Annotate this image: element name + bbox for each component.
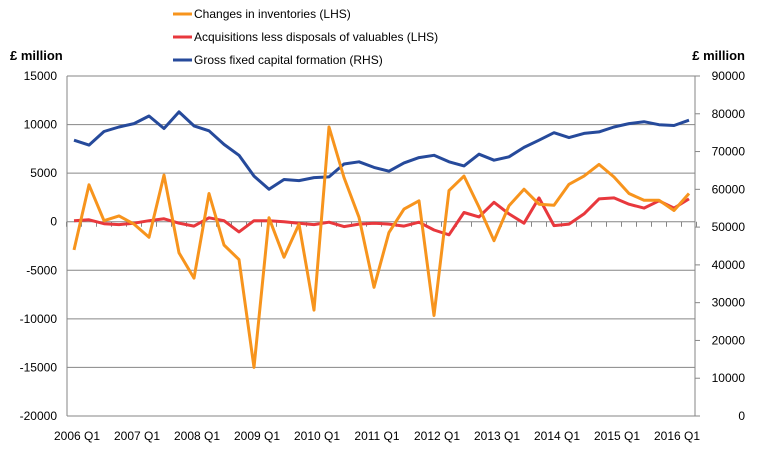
x-tick-label: 2015 Q1 [594, 429, 640, 443]
left-tick-label: -5000 [26, 263, 57, 277]
left-tick-label: -15000 [20, 360, 58, 374]
right-tick-label: 80000 [712, 107, 746, 121]
left-tick-label: 10000 [24, 118, 58, 132]
left-axis-label: £ million [10, 48, 63, 63]
x-tick-label: 2011 Q1 [354, 429, 399, 443]
x-tick-label: 2010 Q1 [294, 429, 340, 443]
right-tick-label: 10000 [712, 371, 746, 385]
legend-label-0: Changes in inventories (LHS) [194, 7, 351, 21]
right-tick-label: 70000 [712, 145, 746, 159]
x-tick-label: 2016 Q1 [654, 429, 700, 443]
legend-label-1: Acquisitions less disposals of valuables… [194, 30, 438, 44]
left-tick-label: 0 [50, 215, 57, 229]
right-tick-label: 60000 [712, 182, 746, 196]
x-tick-label: 2012 Q1 [414, 429, 460, 443]
x-tick-label: 2007 Q1 [114, 429, 160, 443]
legend-label-2: Gross fixed capital formation (RHS) [194, 53, 383, 67]
x-tick-label: 2009 Q1 [234, 429, 280, 443]
x-tick-label: 2014 Q1 [534, 429, 580, 443]
series-lines [74, 112, 689, 368]
x-tick-label: 2013 Q1 [474, 429, 520, 443]
right-tick-label: 20000 [712, 333, 746, 347]
left-tick-label: 15000 [24, 69, 58, 83]
left-tick-label: -10000 [20, 312, 58, 326]
left-tick-label: -20000 [20, 409, 58, 423]
right-tick-label: 0 [738, 409, 745, 423]
right-tick-label: 30000 [712, 296, 746, 310]
right-tick-label: 90000 [712, 69, 746, 83]
left-tick-label: 5000 [30, 166, 57, 180]
series-line-0 [74, 127, 689, 367]
series-line-1 [74, 198, 689, 235]
series-line-2 [74, 112, 689, 189]
x-tick-label: 2008 Q1 [174, 429, 220, 443]
x-tick-label: 2006 Q1 [54, 429, 100, 443]
right-tick-label: 40000 [712, 258, 746, 272]
right-axis-label: £ million [692, 48, 745, 63]
legend: Changes in inventories (LHS) Acquisitions… [173, 7, 438, 67]
right-tick-label: 50000 [712, 220, 746, 234]
